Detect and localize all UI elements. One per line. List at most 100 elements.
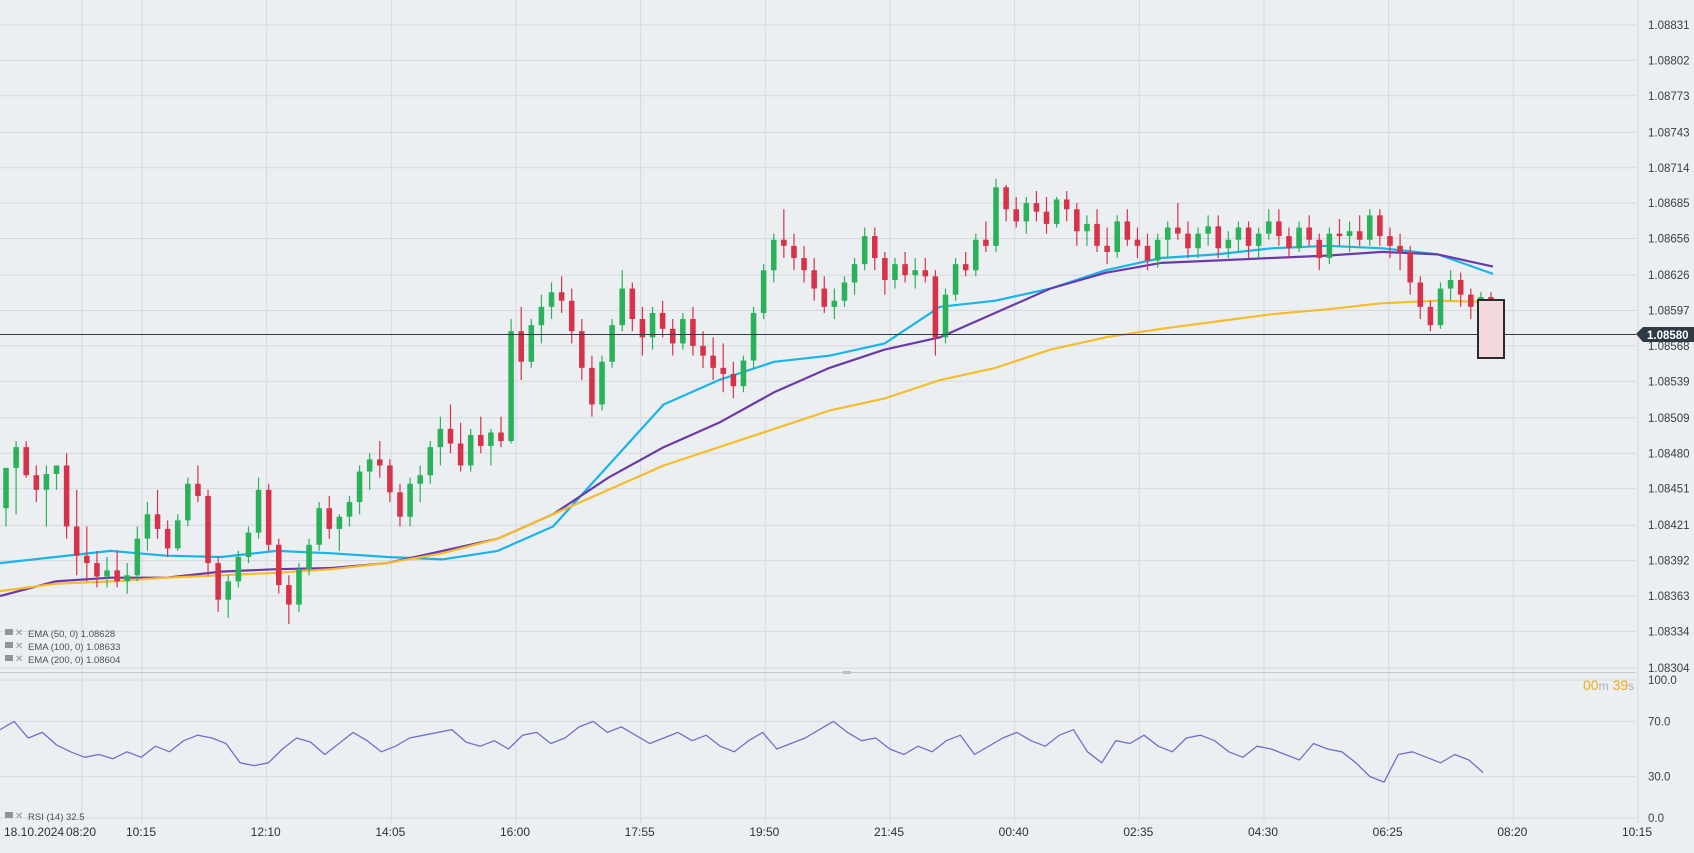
candle-bear[interactable] bbox=[164, 528, 171, 549]
candle-bull[interactable] bbox=[851, 264, 858, 283]
candle-bear[interactable] bbox=[457, 443, 464, 466]
candle-bull[interactable] bbox=[609, 325, 615, 362]
candle-bear[interactable] bbox=[518, 331, 524, 362]
candle-bull[interactable] bbox=[831, 300, 838, 307]
candle-bear[interactable] bbox=[1336, 233, 1343, 237]
candle-bear[interactable] bbox=[579, 331, 585, 368]
candle-bull[interactable] bbox=[124, 575, 131, 582]
candle-bear[interactable] bbox=[195, 483, 201, 496]
candle-bear[interactable] bbox=[1306, 227, 1312, 240]
candle-bear[interactable] bbox=[1063, 199, 1070, 210]
ema50-legend-row[interactable]: ✕ EMA (50, 0) 1.08628 bbox=[5, 628, 115, 640]
candle-bear[interactable] bbox=[1427, 306, 1434, 326]
candle-bear[interactable] bbox=[871, 236, 878, 259]
candle-bull[interactable] bbox=[417, 475, 423, 484]
candle-bear[interactable] bbox=[73, 526, 80, 556]
candle-bear[interactable] bbox=[1286, 236, 1292, 249]
candle-bull[interactable] bbox=[1053, 199, 1060, 224]
candle-bull[interactable] bbox=[680, 319, 686, 344]
candle-bull[interactable] bbox=[760, 270, 767, 313]
candle-bull[interactable] bbox=[1255, 233, 1262, 246]
candle-bull[interactable] bbox=[548, 292, 555, 307]
candle-bear[interactable] bbox=[589, 367, 595, 405]
candle-bear[interactable] bbox=[1356, 231, 1363, 240]
candle-bull[interactable] bbox=[1154, 239, 1161, 261]
candle-bull[interactable] bbox=[235, 556, 242, 582]
candle-bull[interactable] bbox=[952, 264, 959, 295]
candle-bull[interactable] bbox=[740, 360, 747, 387]
candle-bear[interactable] bbox=[154, 514, 161, 529]
candle-bull[interactable] bbox=[942, 294, 949, 338]
candle-bear[interactable] bbox=[669, 328, 676, 344]
candle-bull[interactable] bbox=[841, 282, 848, 301]
candle-bear[interactable] bbox=[397, 492, 403, 517]
candle-bear[interactable] bbox=[1175, 227, 1181, 234]
candle-bear[interactable] bbox=[84, 555, 90, 564]
candle-bull[interactable] bbox=[1205, 226, 1211, 234]
candle-bull[interactable] bbox=[1346, 231, 1353, 237]
candle-bear[interactable] bbox=[1417, 282, 1424, 307]
candle-bull[interactable] bbox=[1265, 221, 1272, 234]
candle-bear[interactable] bbox=[387, 465, 393, 493]
candle-bear[interactable] bbox=[1377, 215, 1383, 237]
candle-bull[interactable] bbox=[467, 434, 474, 466]
candle-bull[interactable] bbox=[104, 570, 110, 577]
candle-bear[interactable] bbox=[1043, 211, 1050, 224]
candle-bull[interactable] bbox=[649, 312, 656, 338]
candle-bull[interactable] bbox=[144, 514, 151, 539]
candle-bear[interactable] bbox=[286, 585, 292, 605]
candle-bear[interactable] bbox=[1013, 209, 1019, 222]
candle-bear[interactable] bbox=[1003, 187, 1009, 210]
candle-bull[interactable] bbox=[508, 331, 514, 442]
indicator-settings-icon[interactable] bbox=[5, 642, 13, 648]
candle-bull[interactable] bbox=[296, 569, 302, 605]
candle-bull[interactable] bbox=[1326, 233, 1333, 259]
candle-bull[interactable] bbox=[407, 483, 413, 517]
candle-bear[interactable] bbox=[811, 270, 817, 289]
candle-bull[interactable] bbox=[528, 325, 535, 362]
candle-bull[interactable] bbox=[1225, 239, 1232, 249]
candle-bear[interactable] bbox=[1276, 221, 1282, 237]
candle-bull[interactable] bbox=[1195, 233, 1201, 249]
close-icon[interactable]: ✕ bbox=[15, 811, 23, 822]
candle-bear[interactable] bbox=[932, 276, 939, 338]
candle-bear[interactable] bbox=[639, 319, 646, 338]
indicator-settings-icon[interactable] bbox=[5, 655, 13, 661]
candle-bull[interactable] bbox=[134, 538, 141, 576]
candle-bull[interactable] bbox=[619, 288, 626, 326]
candle-bull[interactable] bbox=[1447, 280, 1454, 289]
candle-bull[interactable] bbox=[1114, 221, 1121, 252]
candle-bear[interactable] bbox=[700, 345, 706, 356]
candle-bull[interactable] bbox=[892, 264, 898, 281]
candle-bear[interactable] bbox=[1104, 245, 1110, 252]
candle-bear[interactable] bbox=[1245, 227, 1252, 246]
candle-bull[interactable] bbox=[3, 467, 9, 509]
candle-bull[interactable] bbox=[53, 465, 60, 475]
candle-bull[interactable] bbox=[437, 428, 444, 448]
candle-bear[interactable] bbox=[781, 239, 787, 246]
candle-bear[interactable] bbox=[23, 447, 29, 476]
close-icon[interactable]: ✕ bbox=[15, 641, 23, 652]
candle-bear[interactable] bbox=[1144, 245, 1151, 261]
candle-bear[interactable] bbox=[983, 239, 989, 246]
candle-bull[interactable] bbox=[1235, 227, 1242, 240]
candle-bull[interactable] bbox=[43, 474, 50, 490]
candle-bear[interactable] bbox=[114, 570, 120, 582]
candle-bear[interactable] bbox=[1316, 239, 1323, 259]
candle-bull[interactable] bbox=[861, 236, 868, 265]
candle-bull[interactable] bbox=[1164, 227, 1171, 240]
candle-bear[interactable] bbox=[1124, 221, 1131, 240]
ema200-legend-row[interactable]: ✕ EMA (200, 0) 1.08604 bbox=[5, 654, 120, 666]
close-icon[interactable]: ✕ bbox=[15, 654, 23, 665]
close-icon[interactable]: ✕ bbox=[15, 628, 23, 639]
candle-bear[interactable] bbox=[1074, 209, 1080, 232]
candle-bull[interactable] bbox=[1366, 215, 1373, 240]
candle-layer[interactable] bbox=[3, 178, 1494, 625]
candle-bear[interactable] bbox=[498, 432, 504, 442]
candle-bear[interactable] bbox=[275, 544, 282, 586]
candle-bull[interactable] bbox=[993, 187, 999, 246]
last-candle-highlight[interactable] bbox=[1477, 299, 1505, 359]
candle-bear[interactable] bbox=[215, 563, 221, 600]
candle-bear[interactable] bbox=[1033, 203, 1040, 212]
